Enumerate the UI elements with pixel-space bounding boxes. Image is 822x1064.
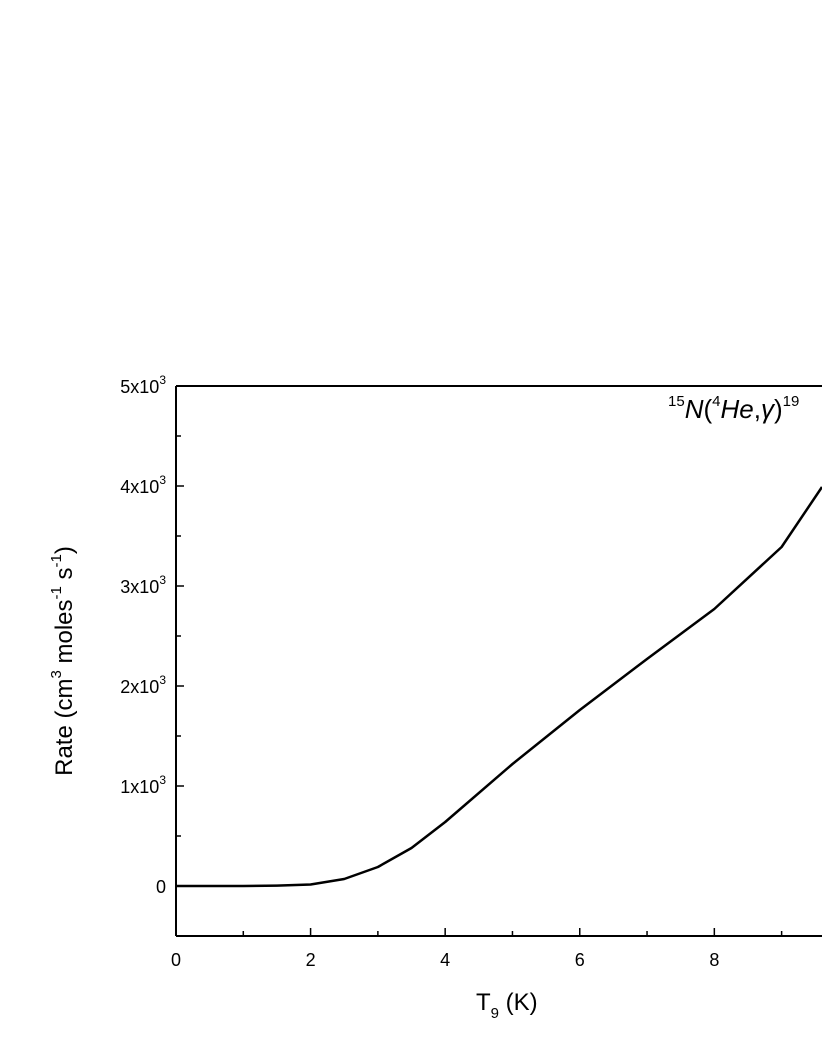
plot-frame (175, 385, 822, 937)
y-axis-prefix: Rate (cm (51, 679, 78, 776)
x-tick-label: 6 (575, 950, 585, 970)
annot-mass-a: 15 (668, 393, 685, 410)
x-axis-sub: 9 (491, 1005, 499, 1022)
x-axis-title: T9 (K) (476, 989, 538, 1022)
x-axis-base: T (476, 989, 491, 1016)
y-axis-suffix: ) (51, 546, 78, 554)
x-tick-label: 0 (171, 950, 181, 970)
annot-gamma: γ (761, 394, 776, 424)
x-tick-label: 2 (306, 950, 316, 970)
x-tick-label: 8 (709, 950, 719, 970)
annot-element-a: N (685, 394, 704, 424)
tick-layer: 0 2 4 6 8 0 1x103 2x103 3x103 4x103 5x103 (120, 373, 783, 970)
y-tick-label: 3x103 (120, 573, 166, 597)
y-axis-s: s (51, 567, 78, 586)
y-tick-label: 0 (156, 877, 166, 897)
x-tick-label: 4 (440, 950, 450, 970)
series-layer (176, 486, 822, 888)
y-tick-label: 1x103 (120, 773, 166, 797)
annot-mass-c: 19 (783, 393, 800, 410)
y-axis-moles: moles (51, 599, 78, 670)
annot-mass-b: 4 (712, 393, 720, 410)
y-axis-s-exp: -1 (48, 554, 65, 567)
reaction-annotation: 15N(4He,γ)19 (668, 393, 799, 424)
y-tick-label: 2x103 (120, 673, 166, 697)
annot-projectile: He (720, 394, 753, 424)
annot-open: ( (703, 394, 712, 424)
y-tick-label: 4x103 (120, 473, 166, 497)
annot-close: ) (774, 394, 783, 424)
y-axis-title: Rate (cm3 moles-1 s-1) (48, 546, 78, 776)
annot-sep: , (754, 394, 761, 424)
series-line-0 (176, 486, 822, 888)
y-axis-cm-exp: 3 (48, 670, 65, 678)
x-axis-unit: (K) (499, 989, 538, 1016)
y-tick-label: 5x103 (120, 373, 166, 397)
y-axis-moles-exp: -1 (48, 586, 65, 599)
